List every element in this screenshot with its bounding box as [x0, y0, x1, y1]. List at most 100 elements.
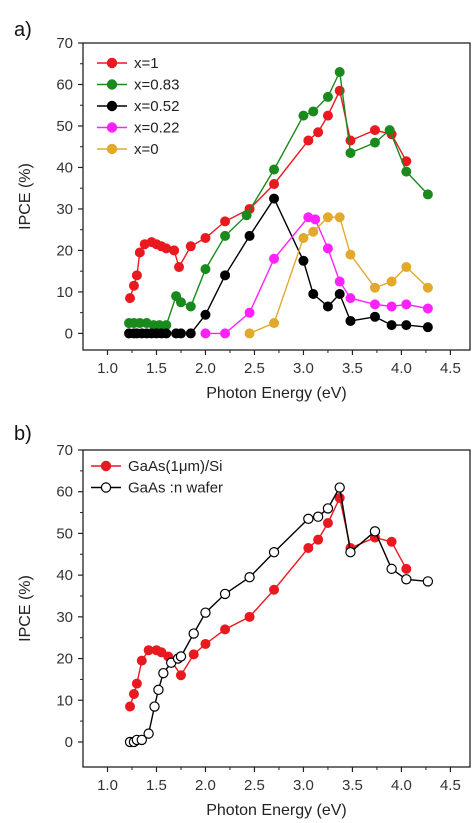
- x-tick-label: 2.5: [244, 777, 265, 794]
- x-tick-label: 3.0: [293, 360, 314, 377]
- data-point: [125, 701, 136, 712]
- y-tick-label: 40: [56, 159, 73, 176]
- data-point: [401, 320, 412, 331]
- data-point: [185, 241, 196, 252]
- data-point: [334, 482, 345, 493]
- y-tick-label: 0: [65, 325, 73, 342]
- legend-label: x=0: [134, 141, 159, 158]
- y-tick-label: 70: [56, 35, 73, 52]
- data-point: [244, 307, 255, 318]
- series-x=0.83: [124, 67, 433, 331]
- data-point: [269, 253, 280, 264]
- data-point: [334, 67, 345, 78]
- data-point: [125, 293, 136, 304]
- data-point: [298, 232, 309, 243]
- data-point: [345, 546, 356, 558]
- y-axis-label: IPCE (%): [17, 163, 34, 230]
- data-point: [161, 320, 172, 331]
- data-point: [334, 492, 345, 503]
- y-tick-label: 50: [56, 525, 73, 542]
- x-tick-label: 4.5: [440, 777, 461, 794]
- y-tick-label: 10: [56, 284, 73, 301]
- x-tick-label: 4.0: [391, 360, 412, 377]
- x-tick-label: 2.0: [195, 360, 216, 377]
- data-point: [298, 110, 309, 121]
- data-point: [220, 270, 231, 281]
- panel-label: a): [14, 19, 32, 41]
- x-tick-label: 4.5: [440, 360, 461, 377]
- data-point: [174, 262, 185, 273]
- data-point: [200, 638, 211, 649]
- data-point: [269, 193, 280, 204]
- legend-entry: x=0: [97, 141, 159, 158]
- legend-marker: [106, 122, 118, 133]
- y-tick-label: 60: [56, 76, 73, 93]
- data-point: [322, 212, 333, 223]
- legend-entry: x=1: [97, 55, 159, 72]
- data-point: [369, 125, 380, 136]
- data-point: [175, 670, 186, 681]
- data-point: [369, 311, 380, 322]
- data-point: [334, 276, 345, 287]
- data-point: [322, 517, 333, 528]
- x-tick-label: 2.5: [244, 360, 265, 377]
- data-point: [128, 280, 139, 291]
- legend-entry: GaAs :n wafer: [91, 480, 223, 497]
- data-point: [268, 546, 280, 558]
- y-tick-label: 30: [56, 201, 73, 218]
- series-GaAs :n wafer: [124, 482, 434, 748]
- y-tick-label: 70: [56, 442, 73, 459]
- y-tick-label: 20: [56, 242, 73, 259]
- legend-marker: [106, 143, 118, 155]
- data-point: [298, 255, 309, 266]
- x-tick-label: 4.0: [391, 777, 412, 794]
- y-axis-label: IPCE (%): [17, 575, 34, 642]
- x-axis-label: Photon Energy (eV): [206, 802, 347, 819]
- legend-entry: x=0.22: [97, 120, 179, 137]
- panel-label: b): [14, 423, 32, 445]
- plot-frame: [82, 42, 471, 351]
- data-point: [345, 315, 356, 326]
- data-point: [303, 543, 314, 554]
- series-x=0.52: [124, 193, 433, 339]
- data-point: [219, 588, 231, 600]
- data-point: [131, 678, 142, 689]
- legend-label: x=1: [134, 55, 159, 72]
- data-point: [334, 288, 345, 299]
- data-point: [401, 262, 412, 273]
- chart-panel-b: b) 1.0 1.5 2.0 2.5 3.0 3.5 4.0 4.5 0 10 20 30 40 50 60 7…: [14, 423, 471, 819]
- data-point: [322, 503, 334, 514]
- data-point: [386, 301, 397, 312]
- y-tick-label: 40: [56, 567, 73, 584]
- data-point: [269, 179, 280, 190]
- series-line: [129, 197, 428, 335]
- data-point: [131, 270, 142, 281]
- data-point: [136, 734, 147, 746]
- data-point: [175, 328, 186, 339]
- data-point: [136, 655, 147, 666]
- data-point: [200, 264, 211, 275]
- data-point: [269, 318, 280, 329]
- data-point: [369, 299, 380, 310]
- legend-entry: x=0.83: [97, 77, 179, 94]
- data-point: [401, 563, 412, 574]
- data-point: [200, 328, 211, 339]
- plot-frame: [82, 449, 471, 768]
- legend-label: GaAs :n wafer: [128, 480, 223, 497]
- y-tick-label: 0: [65, 734, 73, 751]
- data-point: [244, 572, 255, 583]
- data-point: [200, 607, 211, 618]
- series-line: [249, 216, 429, 335]
- data-point: [185, 328, 196, 339]
- data-point: [322, 243, 333, 254]
- data-point: [200, 232, 211, 243]
- data-point: [422, 576, 434, 587]
- y-tick-label: 30: [56, 609, 73, 626]
- data-point: [244, 328, 255, 339]
- series-x=0.22: [200, 212, 433, 339]
- data-point: [220, 216, 231, 227]
- legend-label: x=0.52: [134, 98, 179, 115]
- x-axis-label: Photon Energy (eV): [206, 385, 347, 402]
- data-point: [169, 245, 180, 256]
- data-point: [401, 574, 412, 585]
